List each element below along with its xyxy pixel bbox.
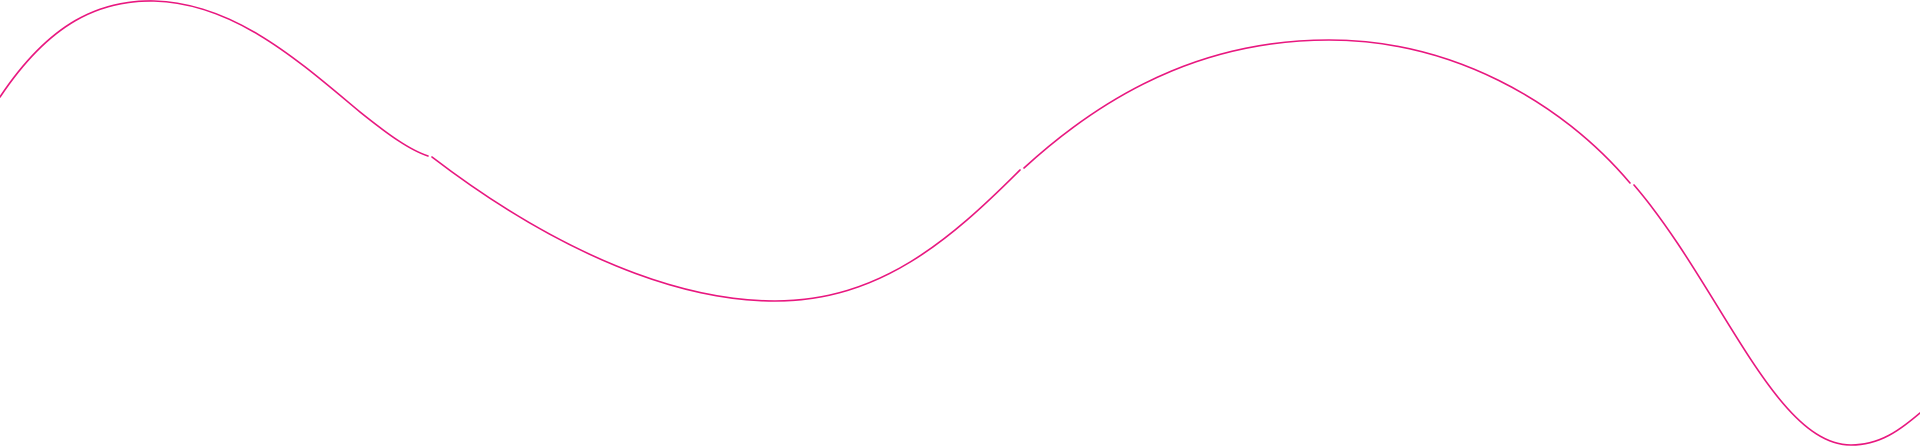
wave-segment-4 xyxy=(1633,184,1920,446)
wave-segment-1 xyxy=(0,0,429,157)
wave-segment-3 xyxy=(1023,39,1631,184)
wave-segment-2 xyxy=(431,156,1021,302)
